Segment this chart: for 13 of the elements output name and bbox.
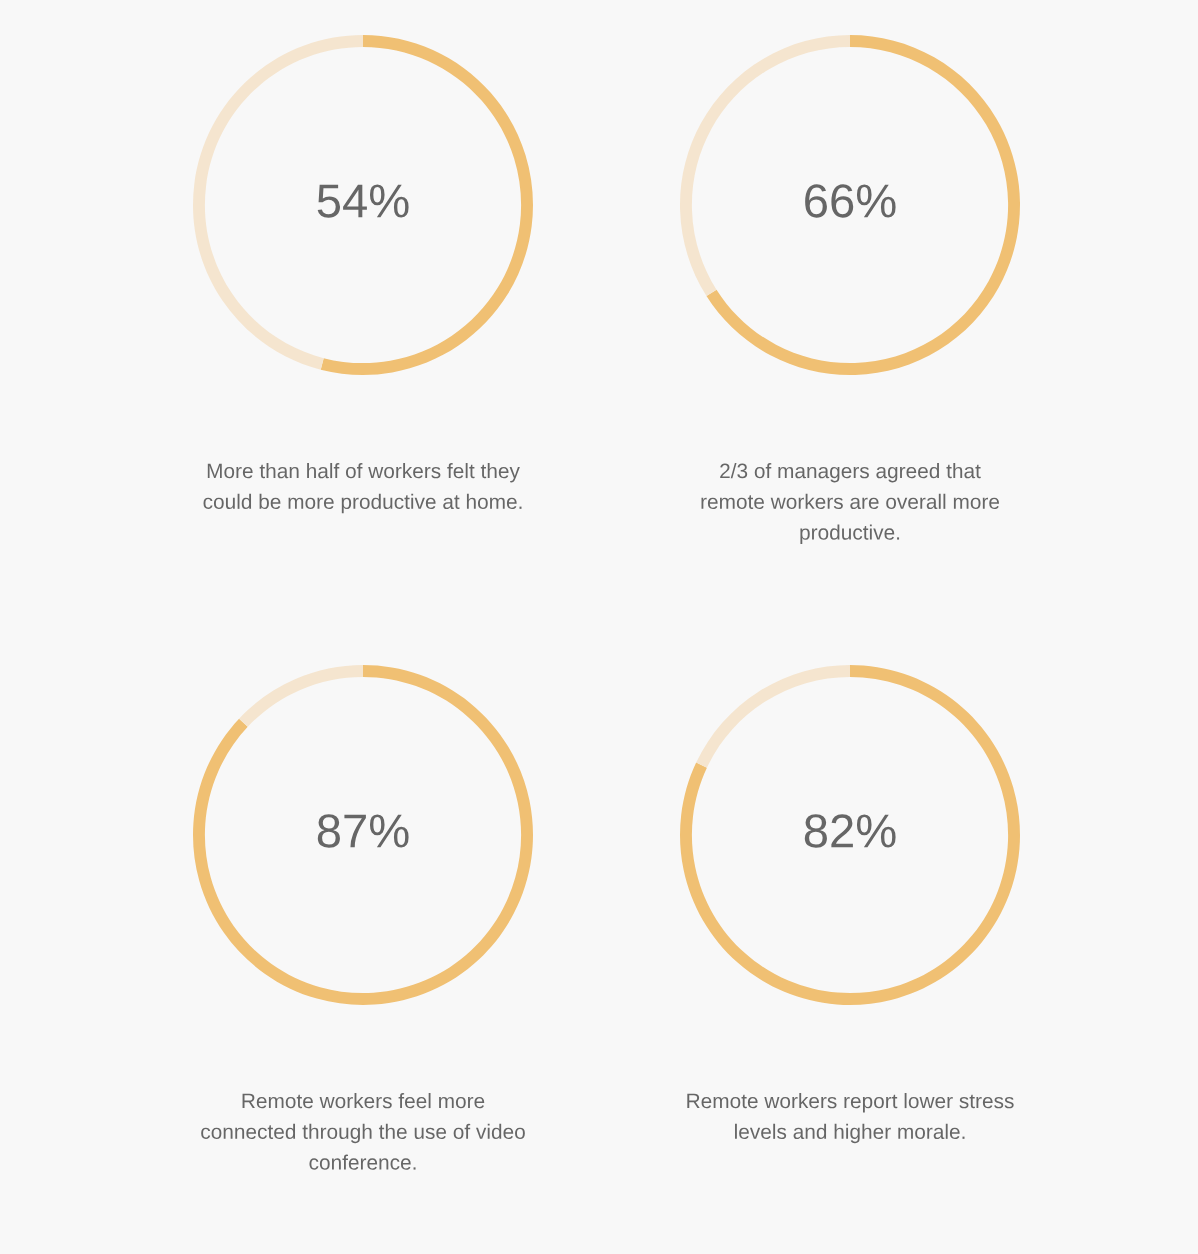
text: 82%	[804, 814, 896, 848]
donut-slice	[696, 665, 850, 768]
donut-slice	[193, 665, 533, 1005]
donut-slice	[706, 35, 1020, 375]
text: 87%	[317, 814, 409, 848]
text: 54%	[317, 184, 409, 218]
donut-slice	[680, 665, 1020, 1005]
text: 2/3 of managers agreed that remote workers are overall more productive.	[701, 463, 1000, 544]
text: 66%	[805, 184, 896, 218]
text: Remote workers feel more connected through the use of video conference.	[201, 1093, 525, 1170]
donut-slice	[239, 665, 363, 727]
text: More than half of workers felt they could be more productive at home.	[203, 463, 522, 514]
text: Remote workers report lower stress levels and higher morale.	[687, 1093, 1014, 1144]
